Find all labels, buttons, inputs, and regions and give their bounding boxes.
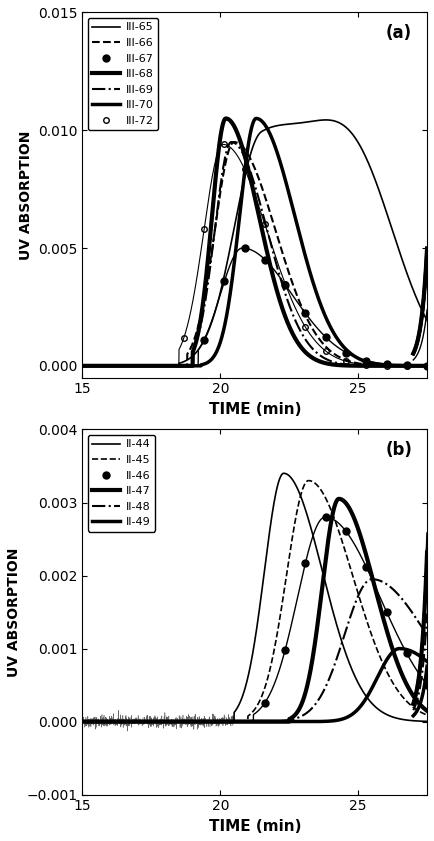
Text: (a): (a) bbox=[386, 24, 412, 42]
Text: (b): (b) bbox=[386, 441, 413, 459]
X-axis label: TIME (min): TIME (min) bbox=[208, 402, 301, 417]
Y-axis label: UV ABSORPTION: UV ABSORPTION bbox=[19, 130, 33, 260]
Legend: II-44, II-45, II-46, II-47, II-48, II-49: II-44, II-45, II-46, II-47, II-48, II-49 bbox=[88, 435, 155, 532]
Y-axis label: UV ABSORPTION: UV ABSORPTION bbox=[7, 547, 21, 677]
X-axis label: TIME (min): TIME (min) bbox=[208, 819, 301, 834]
Legend: III-65, III-66, III-67, III-68, III-69, III-70, III-72: III-65, III-66, III-67, III-68, III-69, … bbox=[88, 18, 158, 130]
